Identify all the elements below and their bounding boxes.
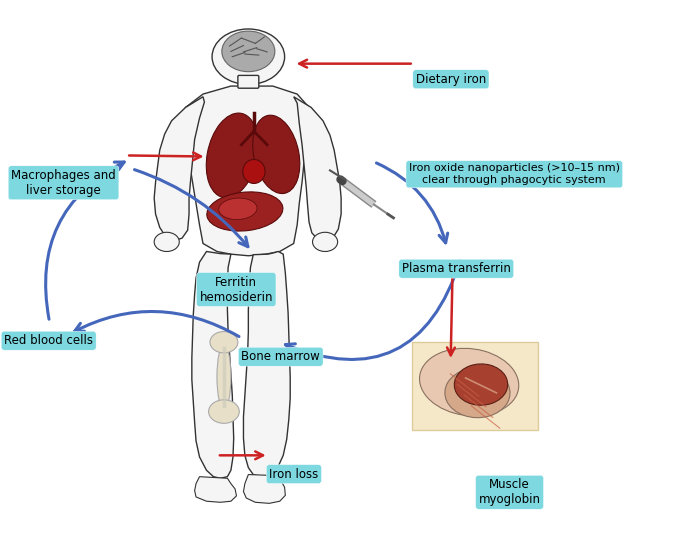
Text: Red blood cells: Red blood cells xyxy=(4,334,93,347)
Polygon shape xyxy=(182,86,309,256)
Ellipse shape xyxy=(206,113,259,198)
Circle shape xyxy=(210,332,238,353)
Circle shape xyxy=(154,232,179,251)
Text: Iron loss: Iron loss xyxy=(269,468,319,480)
Text: Ferritin
hemosiderin: Ferritin hemosiderin xyxy=(199,276,273,303)
Polygon shape xyxy=(194,477,236,502)
Ellipse shape xyxy=(445,368,510,418)
Circle shape xyxy=(212,29,284,85)
Ellipse shape xyxy=(207,192,283,231)
FancyBboxPatch shape xyxy=(238,75,259,88)
Text: Iron oxide nanoparticles (>10–15 nm)
clear through phagocytic system: Iron oxide nanoparticles (>10–15 nm) cle… xyxy=(409,164,620,185)
Polygon shape xyxy=(243,475,285,503)
Polygon shape xyxy=(154,97,204,241)
Circle shape xyxy=(208,400,239,423)
Ellipse shape xyxy=(454,364,507,405)
Ellipse shape xyxy=(243,159,265,184)
Ellipse shape xyxy=(217,345,231,409)
Ellipse shape xyxy=(219,198,257,219)
Text: Dietary iron: Dietary iron xyxy=(416,73,486,86)
Ellipse shape xyxy=(419,348,519,416)
Text: Bone marrow: Bone marrow xyxy=(241,350,320,363)
Circle shape xyxy=(222,31,275,72)
Polygon shape xyxy=(294,97,341,242)
Text: Macrophages and
liver storage: Macrophages and liver storage xyxy=(11,169,116,197)
Text: Muscle
myoglobin: Muscle myoglobin xyxy=(479,478,540,506)
Ellipse shape xyxy=(252,115,300,194)
Circle shape xyxy=(312,232,338,251)
Text: Plasma transferrin: Plasma transferrin xyxy=(402,262,511,275)
Polygon shape xyxy=(243,251,290,477)
Polygon shape xyxy=(192,251,233,478)
FancyBboxPatch shape xyxy=(412,342,538,430)
